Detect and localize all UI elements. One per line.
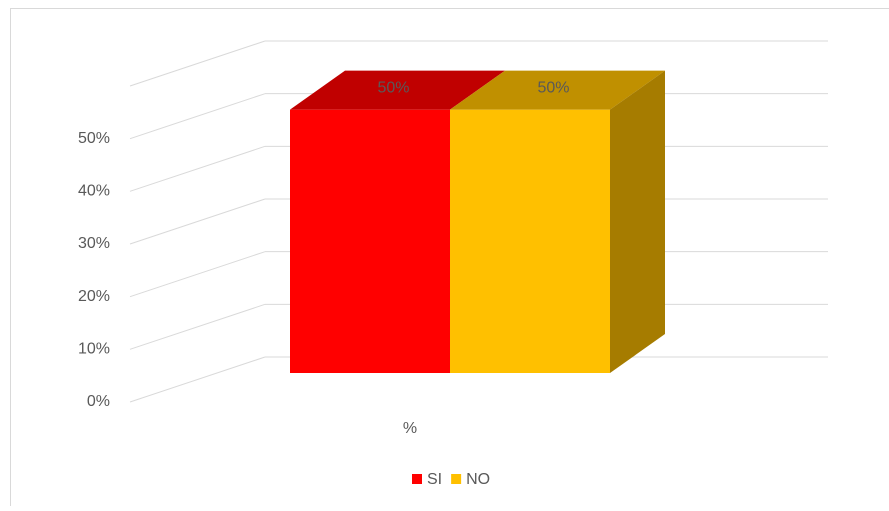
bar-side — [610, 71, 665, 373]
grid-line — [130, 304, 265, 349]
data-label: 50% — [377, 79, 409, 96]
grid-line — [130, 252, 265, 297]
y-tick-label: 30% — [78, 235, 110, 252]
legend-swatch — [451, 474, 461, 484]
bar-front — [450, 110, 610, 373]
legend-label: SI — [427, 471, 442, 488]
y-tick-label: 40% — [78, 183, 110, 200]
y-tick-label: 10% — [78, 341, 110, 358]
grid-line — [130, 357, 265, 402]
grid-line — [130, 146, 265, 191]
legend-swatch — [412, 474, 422, 484]
y-tick-label: 0% — [87, 393, 110, 410]
grid-line — [130, 94, 265, 139]
y-tick-label: 50% — [78, 130, 110, 147]
y-tick-label: 20% — [78, 288, 110, 305]
x-tick-label: % — [403, 420, 417, 437]
data-label: 50% — [537, 79, 569, 96]
grid-line — [130, 199, 265, 244]
bar-front — [290, 110, 450, 373]
legend-label: NO — [466, 471, 490, 488]
grid-line — [130, 41, 265, 86]
